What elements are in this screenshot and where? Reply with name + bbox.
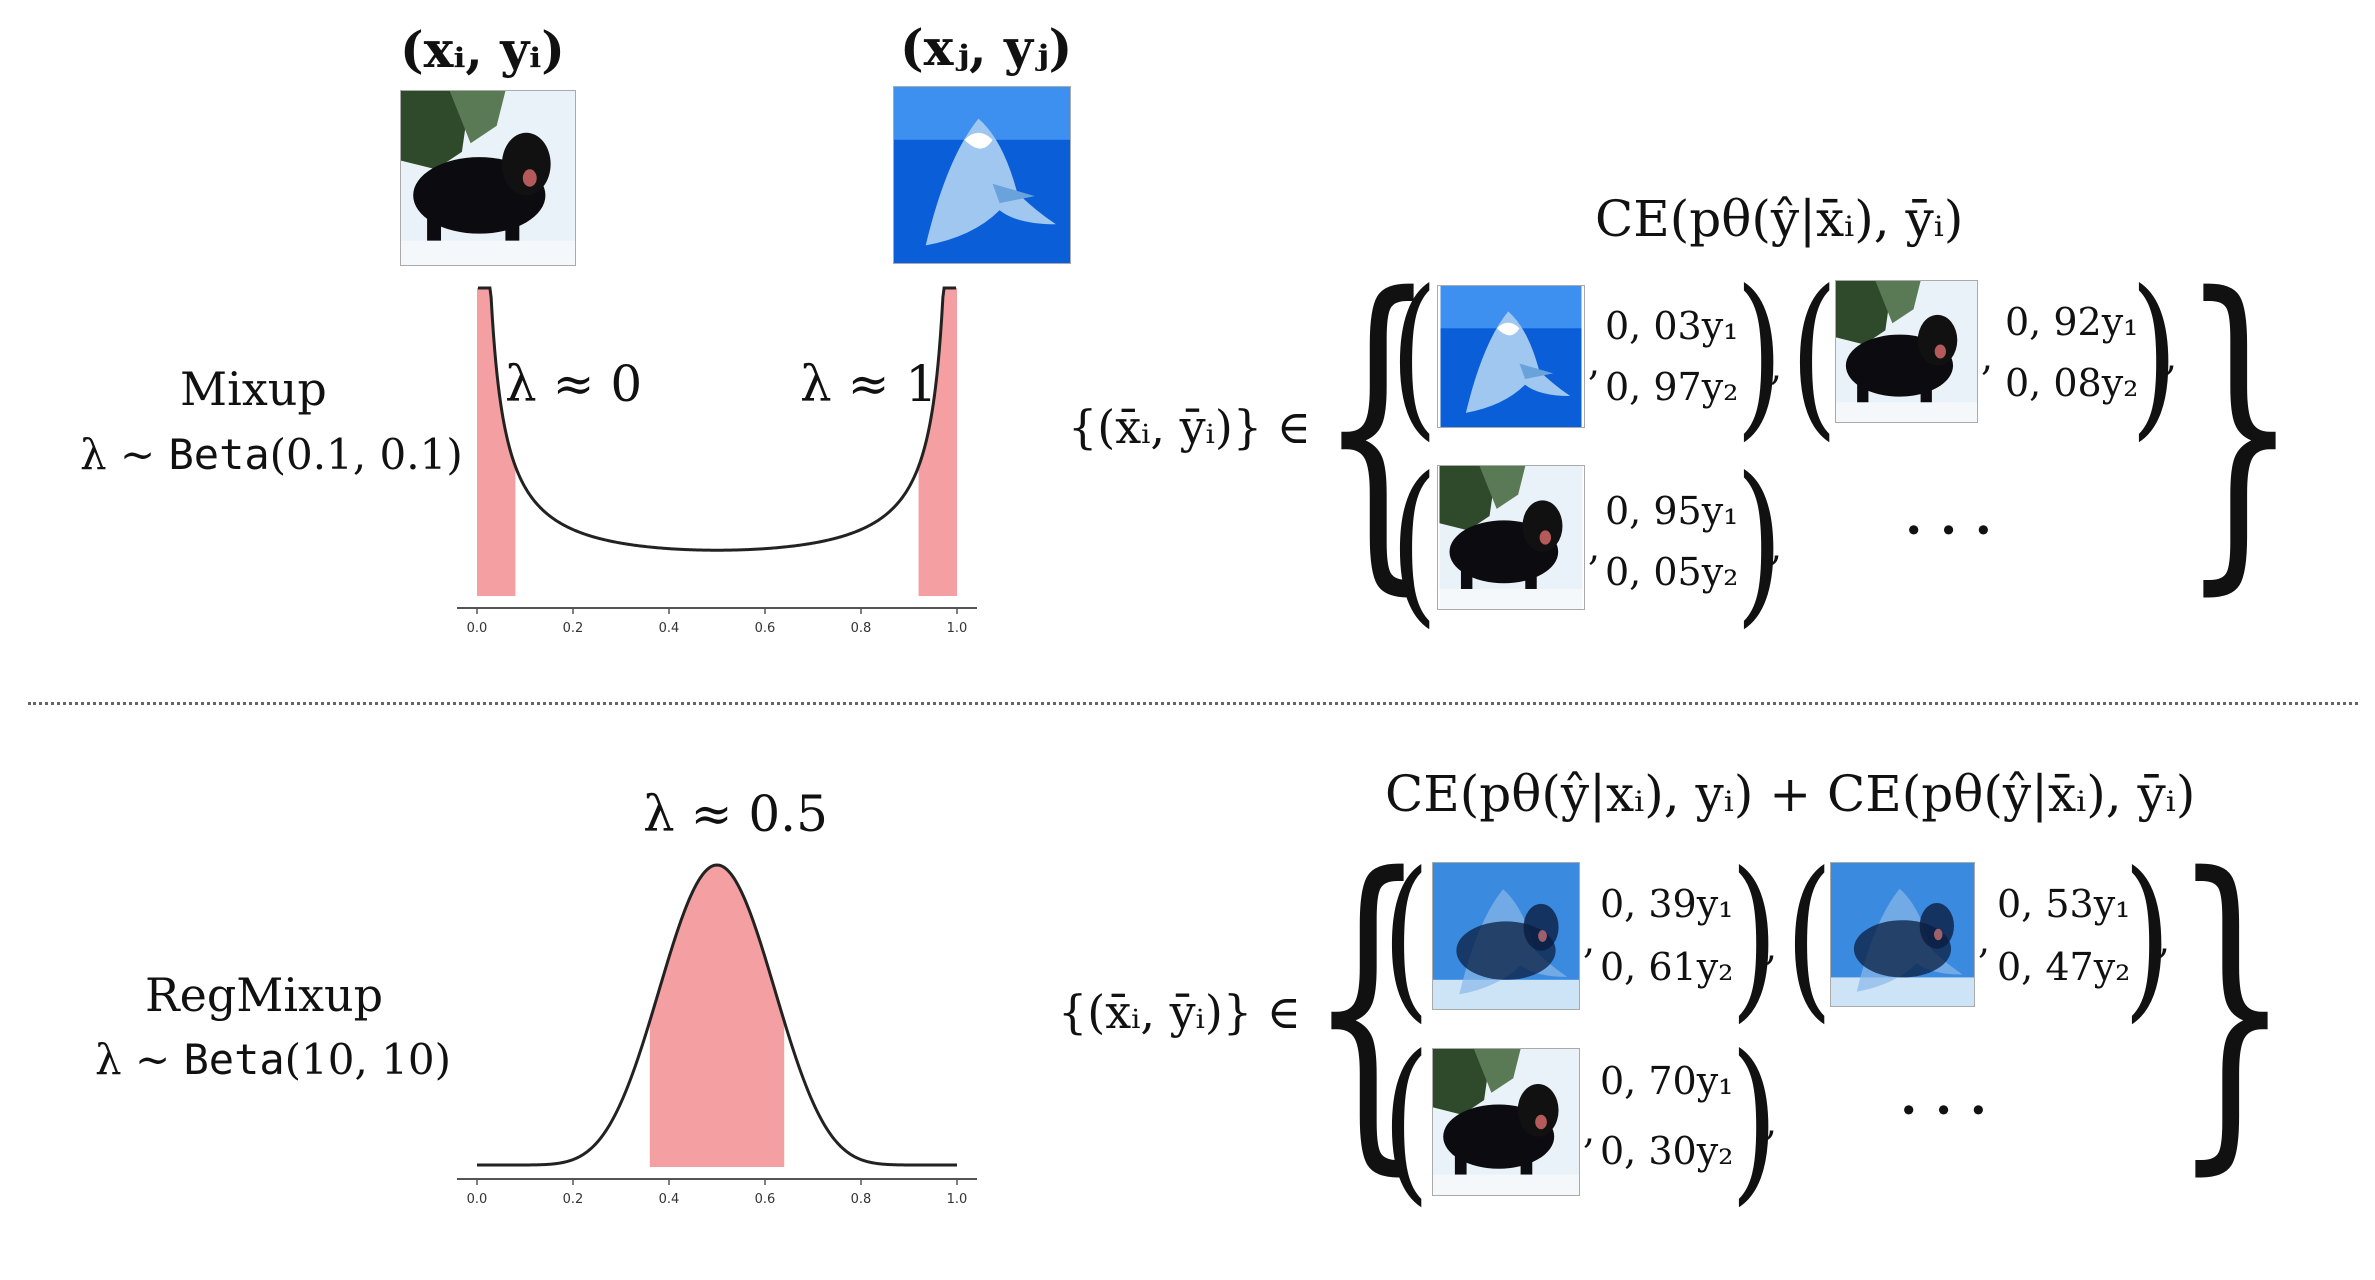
top-left-brace: {: [1318, 227, 1437, 623]
x-tick-label: 0.8: [851, 621, 872, 636]
shaded-region-0: [477, 288, 516, 596]
bottom-item2-right-paren: ): [2123, 836, 2172, 1039]
x-tick-label: 0.6: [755, 1192, 776, 1207]
bottom-set-label: {(x̄ᵢ, ȳᵢ)} ∈: [1058, 985, 1301, 1039]
top-item1-coef1: 0, 03y₁: [1605, 304, 1739, 348]
shaded-region-1: [918, 288, 957, 596]
top-item2-comma: ,: [1981, 335, 1994, 379]
top-item1-image: [1437, 285, 1585, 428]
top-item2-coef1: 0, 92y₁: [2005, 300, 2139, 344]
bottom-item2-coef1: 0, 53y₁: [1997, 882, 2131, 926]
top-item1-right-paren: ): [1735, 254, 1784, 457]
top-item3-right-paren: ): [1735, 441, 1784, 644]
bottom-item2-image: [1830, 862, 1975, 1007]
x-tick-label: 0.8: [851, 1192, 872, 1207]
top-item2-image: [1835, 280, 1978, 423]
bottom-item-separator: ,: [2158, 918, 2171, 962]
bottom-item-separator: ,: [1765, 1100, 1778, 1144]
top-item2-left-paren: (: [1790, 254, 1839, 457]
bottom-item3-coef1: 0, 70y₁: [1600, 1059, 1734, 1103]
top-item1-coef2: 0, 97y₂: [1605, 365, 1739, 409]
x-tick-label: 0.2: [563, 1192, 584, 1207]
top-set-label: {(x̄ᵢ, ȳᵢ)} ∈: [1068, 400, 1311, 454]
section-divider: [28, 702, 2358, 705]
regmixup-distribution: λ ~ Beta(10, 10): [95, 1035, 452, 1084]
bottom-item3-coef2: 0, 30y₂: [1600, 1129, 1734, 1173]
top-item3-left-paren: (: [1390, 441, 1439, 644]
x-tick-label: 0.0: [467, 621, 488, 636]
bottom-item3-left-paren: (: [1382, 1019, 1431, 1222]
dog-image: [400, 90, 576, 266]
shaded-region-0: [649, 865, 785, 1167]
x-tick-label: 0.4: [659, 621, 680, 636]
bottom-item1-right-paren: ): [1730, 836, 1779, 1039]
top-item2-right-paren: ): [2130, 254, 2179, 457]
top-item3-coef1: 0, 95y₁: [1605, 489, 1739, 533]
bottom-ellipsis: · · ·: [1900, 1080, 1988, 1139]
x-tick-label: 0.4: [659, 1192, 680, 1207]
regmixup-label: RegMixup: [145, 968, 384, 1022]
x-tick-label: 0.6: [755, 621, 776, 636]
lambda-half-annotation: λ ≈ 0.5: [643, 785, 828, 843]
bottom-loss: CE(pθ(ŷ|xᵢ), yᵢ) + CE(pθ(ŷ|x̄ᵢ), ȳᵢ): [1385, 765, 2196, 823]
top-ellipsis: · · ·: [1905, 500, 1993, 559]
x-tick-label: 1.0: [947, 621, 968, 636]
bottom-item1-comma: ,: [1583, 918, 1596, 962]
bottom-item3-right-paren: ): [1730, 1019, 1779, 1222]
top-item1-left-paren: (: [1390, 254, 1439, 457]
shark-image: [893, 86, 1071, 264]
mixup-beta-plot: 0.0 0.2 0.4 0.6 0.8 1.0: [457, 286, 977, 636]
lambda-one-annotation: λ ≈ 1: [800, 355, 938, 413]
x-tick-label: 0.2: [563, 621, 584, 636]
top-item2-coef2: 0, 08y₂: [2005, 361, 2139, 405]
bottom-item2-comma: ,: [1978, 918, 1991, 962]
density-curve: [477, 286, 957, 552]
mixup-label: Mixup: [180, 362, 327, 416]
top-loss: CE(pθ(ŷ|x̄ᵢ), ȳᵢ): [1595, 190, 1964, 248]
pair-i-label: (xᵢ, yᵢ): [400, 20, 565, 79]
bottom-item1-left-paren: (: [1382, 836, 1431, 1039]
x-tick-label: 1.0: [947, 1192, 968, 1207]
bottom-item3-image: [1432, 1048, 1580, 1196]
bottom-item1-image: [1432, 862, 1580, 1010]
bottom-left-brace: {: [1308, 807, 1427, 1203]
bottom-item2-coef2: 0, 47y₂: [1997, 945, 2131, 989]
top-item-separator: ,: [1770, 525, 1783, 569]
x-tick-label: 0.0: [467, 1192, 488, 1207]
top-item3-coef2: 0, 05y₂: [1605, 550, 1739, 594]
top-right-brace: }: [2180, 227, 2299, 623]
top-item3-image: [1437, 465, 1585, 610]
top-item-separator: ,: [2165, 335, 2178, 379]
regmixup-beta-plot: 0.0 0.2 0.4 0.6 0.8 1.0: [457, 863, 977, 1207]
top-item1-comma: ,: [1588, 340, 1601, 384]
bottom-item1-coef2: 0, 61y₂: [1600, 945, 1734, 989]
top-item3-comma: ,: [1588, 525, 1601, 569]
mixup-distribution: λ ~ Beta(0.1, 0.1): [80, 430, 463, 479]
bottom-right-brace: }: [2172, 807, 2291, 1203]
top-item-separator: ,: [1770, 345, 1783, 389]
lambda-zero-annotation: λ ≈ 0: [505, 355, 643, 413]
bottom-item1-coef1: 0, 39y₁: [1600, 882, 1734, 926]
density-curve: [477, 863, 957, 1167]
pair-j-label: (xⱼ, yⱼ): [900, 18, 1073, 77]
bottom-item3-comma: ,: [1583, 1108, 1596, 1152]
bottom-item2-left-paren: (: [1785, 836, 1834, 1039]
bottom-item-separator: ,: [1765, 925, 1778, 969]
